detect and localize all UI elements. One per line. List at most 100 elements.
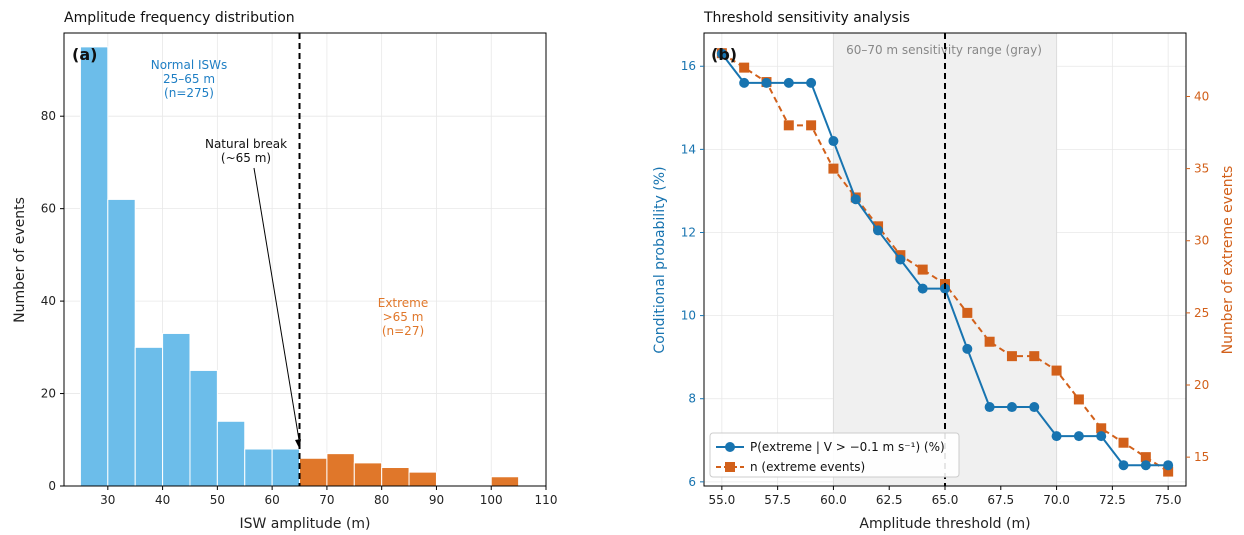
probability-point <box>806 77 817 88</box>
panel-a-label: (a) <box>72 45 97 64</box>
break-arrow-head <box>295 439 302 450</box>
y-tick-label-right: 25 <box>1194 306 1209 320</box>
count-point <box>1118 437 1129 448</box>
normal-annotation-line1: Normal ISWs <box>151 58 228 72</box>
probability-point <box>917 283 928 294</box>
histogram-bar <box>381 467 410 487</box>
panel-a-x-label: ISW amplitude (m) <box>239 516 370 532</box>
probability-point <box>1163 460 1174 471</box>
x-tick-label: 70 <box>319 493 334 507</box>
legend: P(extreme | V > −0.1 m s⁻¹) (%) n (extre… <box>709 432 960 478</box>
y-tick-label-left: 16 <box>681 59 696 73</box>
count-point <box>1006 351 1017 362</box>
x-tick-label: 75.0 <box>1155 493 1182 507</box>
x-tick-label: 57.5 <box>764 493 791 507</box>
extreme-annotation: Extreme >65 m (n=27) <box>378 296 429 338</box>
probability-point <box>761 77 772 88</box>
panel-a-title: Amplitude frequency distribution <box>64 10 295 26</box>
y-tick-label: 40 <box>41 294 56 308</box>
probability-point <box>1140 460 1151 471</box>
probability-point <box>1118 460 1129 471</box>
count-point <box>1163 466 1174 477</box>
x-tick-label: 110 <box>535 493 558 507</box>
count-point <box>917 264 928 275</box>
histogram-bar <box>244 448 273 487</box>
x-tick-label: 55.0 <box>708 493 735 507</box>
probability-point <box>850 194 861 205</box>
sensitivity-range-label: 60–70 m sensitivity range (gray) <box>846 43 1042 57</box>
probability-point <box>895 254 906 265</box>
panel-a-frame <box>63 32 547 487</box>
x-tick-label: 72.5 <box>1099 493 1126 507</box>
legend-label-probability: P(extreme | V > −0.1 m s⁻¹) (%) <box>750 440 945 454</box>
y-tick-label: 20 <box>41 387 56 401</box>
y-tick-label: 80 <box>41 109 56 123</box>
extreme-annotation-line1: Extreme <box>378 296 429 310</box>
extreme-annotation-line3: (n=27) <box>382 324 424 338</box>
count-point <box>962 307 973 318</box>
panel-b-y-label-left: Conditional probability (%) <box>652 166 668 353</box>
panel-b-y-ticks-left: 6 8 10 12 14 16 <box>681 59 704 489</box>
panel-b-x-ticks: 55.0 57.5 60.0 62.5 65.0 67.5 70.0 72.5 75.0 <box>708 486 1182 507</box>
histogram-bar <box>162 332 191 487</box>
count-point <box>1140 452 1151 463</box>
x-tick-label: 60 <box>264 493 279 507</box>
x-tick-label: 100 <box>480 493 503 507</box>
probability-point <box>739 77 750 88</box>
normal-annotation-line3: (n=275) <box>164 86 214 100</box>
y-tick-label-left: 12 <box>681 225 696 239</box>
panel-a-y-label: Number of events <box>12 197 28 323</box>
legend-box <box>709 432 960 478</box>
count-point <box>806 120 817 131</box>
legend-marker-count <box>725 462 735 472</box>
histogram-bar <box>271 448 301 487</box>
break-annotation: Natural break (~65 m) <box>205 137 287 165</box>
x-tick-label: 80 <box>374 493 389 507</box>
x-tick-label: 62.5 <box>876 493 903 507</box>
panel-b-x-label: Amplitude threshold (m) <box>859 516 1030 532</box>
count-point <box>984 336 995 347</box>
probability-point <box>1029 402 1040 413</box>
y-tick-label-left: 8 <box>688 392 696 406</box>
panel-a: Amplitude frequency distribution 30 40 50 6… <box>12 10 557 532</box>
y-tick-label-right: 15 <box>1194 450 1209 464</box>
y-tick-label-left: 6 <box>688 475 696 489</box>
panel-a-bars <box>79 46 520 487</box>
histogram-bar <box>326 453 355 487</box>
histogram-bar <box>490 476 520 487</box>
count-point <box>1051 365 1062 376</box>
legend-marker-probability <box>725 442 735 452</box>
probability-point <box>984 402 995 413</box>
extreme-annotation-line2: >65 m <box>383 310 424 324</box>
x-tick-label: 50 <box>210 493 225 507</box>
histogram-bar <box>299 457 328 487</box>
count-point <box>1073 394 1084 405</box>
histogram-bar <box>107 198 136 487</box>
probability-point <box>1051 431 1062 442</box>
x-tick-label: 60.0 <box>820 493 847 507</box>
probability-point <box>962 343 973 354</box>
probability-point <box>1073 431 1084 442</box>
histogram-bar <box>134 346 164 487</box>
panel-b-label: (b) <box>711 45 737 64</box>
y-tick-label-left: 10 <box>681 309 696 323</box>
y-tick-label: 0 <box>48 479 56 493</box>
histogram-bar <box>79 46 109 487</box>
x-tick-label: 67.5 <box>987 493 1014 507</box>
panel-b-title: Threshold sensitivity analysis <box>703 10 910 26</box>
x-tick-label: 40 <box>155 493 170 507</box>
histogram-bar <box>216 420 246 487</box>
panel-a-y-ticks: 0 20 40 60 80 <box>41 109 64 493</box>
break-arrow-line <box>253 167 301 444</box>
count-point <box>783 120 794 131</box>
break-annotation-line2: (~65 m) <box>221 151 271 165</box>
y-tick-label-right: 35 <box>1194 162 1209 176</box>
y-tick-label-left: 14 <box>681 142 696 156</box>
y-tick-label-right: 20 <box>1194 378 1209 392</box>
y-tick-label-right: 30 <box>1194 234 1209 248</box>
probability-point <box>716 48 727 59</box>
count-point <box>1096 423 1107 434</box>
panel-a-overlay <box>253 33 302 486</box>
count-point <box>1029 351 1040 362</box>
